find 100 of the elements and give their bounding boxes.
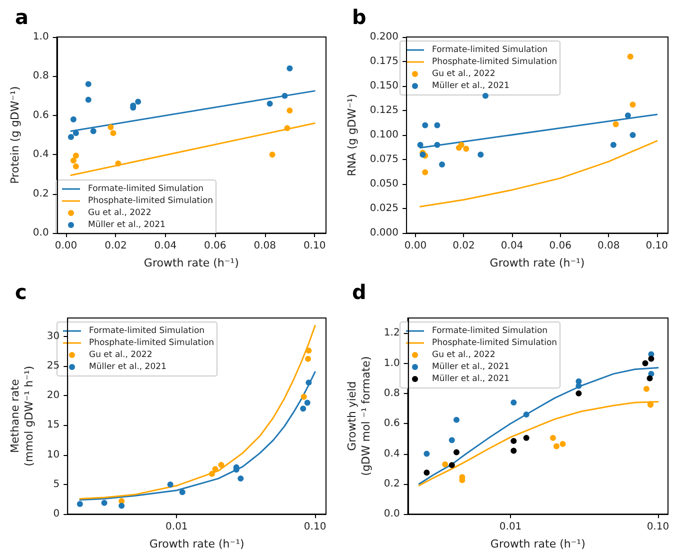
y-tick-label: 0.075 xyxy=(370,154,399,166)
y-axis-title: Growth yield (gDW mol ⁻¹ formate) xyxy=(346,356,372,476)
y-tick-label: 0.125 xyxy=(370,105,399,116)
x-axis-title: Growth rate (h⁻¹) xyxy=(490,538,586,550)
y-tick-label: 0.150 xyxy=(370,80,399,92)
legend-label: Gu et al., 2022 xyxy=(432,69,496,79)
y-tick-label: 1.0 xyxy=(384,358,400,369)
y-tick-label: 0.4 xyxy=(32,149,49,160)
point xyxy=(115,160,122,166)
point xyxy=(90,128,96,134)
point xyxy=(85,96,92,103)
y-tick-label: 0.0 xyxy=(384,508,400,520)
legend-label: Phosphate-limited Simulation xyxy=(432,338,558,348)
point xyxy=(72,130,79,136)
point xyxy=(72,163,79,170)
point xyxy=(286,108,293,114)
x-axis-title: Growth rate (h⁻¹) xyxy=(144,256,239,270)
y-axis-title: Methane rate (mmol gDW⁻¹ h⁻¹) xyxy=(8,366,36,466)
legend-label: Formate-limited Simulation xyxy=(432,45,548,55)
x-tick-label: 0.08 xyxy=(597,240,620,252)
point xyxy=(482,92,488,99)
point xyxy=(70,116,76,122)
point xyxy=(458,142,464,148)
y-tick-label: 20 xyxy=(46,390,60,402)
y-tick-label: 0 xyxy=(53,508,60,520)
y-tick-label: 0.8 xyxy=(32,70,49,82)
legend-label: Gu et al., 2022 xyxy=(89,350,152,360)
y-tick-label: 0.025 xyxy=(370,203,399,214)
x-tick-label: 0.04 xyxy=(154,240,177,252)
y-tick-label: 0.6 xyxy=(384,418,400,430)
point xyxy=(108,124,114,130)
point xyxy=(422,122,428,128)
y-tick-label: 0.8 xyxy=(384,388,400,399)
x-tick-label: 0.02 xyxy=(452,240,475,252)
point xyxy=(463,146,470,152)
x-tick-label: 0.06 xyxy=(204,240,226,252)
x-tick-label: 0.01 xyxy=(166,522,188,533)
chart-title: d xyxy=(352,280,366,304)
legend-label: Gu et al., 2022 xyxy=(432,350,496,360)
point xyxy=(422,169,428,176)
point xyxy=(269,152,276,158)
chart-title: b xyxy=(352,5,366,29)
point xyxy=(610,142,616,148)
y-tick-label: 1.0 xyxy=(32,32,49,42)
legend-label: Müller et al., 2021 xyxy=(88,220,166,230)
x-axis-title: Growth rate (h⁻¹) xyxy=(490,256,585,270)
y-tick-label: 0.200 xyxy=(370,32,399,42)
x-tick-label: 0.00 xyxy=(54,240,78,252)
x-tick-label: 0.06 xyxy=(549,240,572,252)
y-tick-label: 30 xyxy=(46,330,60,342)
y-tick-label: 0.000 xyxy=(370,228,399,239)
point xyxy=(110,130,116,136)
legend-label: Gu et al., 2022 xyxy=(88,208,152,218)
y-tick-label: 0.4 xyxy=(384,448,400,460)
x-axis-title: Growth rate (h⁻¹) xyxy=(149,538,244,550)
legend-label: Müller et al., 2021 xyxy=(89,362,166,372)
x-tick-label: 0.01 xyxy=(499,522,522,533)
point xyxy=(284,125,290,132)
chart-title: c xyxy=(15,280,27,304)
y-tick-label: 1.2 xyxy=(384,328,400,339)
legend-label: Phosphate-limited Simulation xyxy=(89,338,214,348)
point xyxy=(282,92,288,99)
legend-label: Müller et al., 2021 xyxy=(432,362,510,372)
legend-label: Müller et al., 2021 xyxy=(432,81,510,91)
y-tick-label: 5 xyxy=(53,478,60,490)
legend-label: Phosphate-limited Simulation xyxy=(432,57,558,67)
y-tick-label: 25 xyxy=(46,360,60,372)
y-tick-label: 0.100 xyxy=(370,130,399,141)
point xyxy=(85,81,92,88)
point xyxy=(266,100,273,107)
point xyxy=(135,98,142,105)
point xyxy=(627,54,634,60)
x-tick-label: 0.10 xyxy=(646,240,668,252)
point xyxy=(417,142,424,148)
point xyxy=(478,152,484,158)
point xyxy=(439,161,446,168)
y-tick-label: 0.6 xyxy=(32,110,49,121)
point xyxy=(434,122,440,128)
point xyxy=(434,142,440,148)
y-axis-title: Protein (g gDW⁻¹) xyxy=(8,86,22,184)
y-tick-label: 0.0 xyxy=(32,228,49,239)
point xyxy=(70,158,76,164)
y-axis-title: RNA (g gDW⁻¹) xyxy=(346,94,358,176)
point xyxy=(630,102,636,108)
y-tick-label: 0.2 xyxy=(384,478,400,490)
x-tick-label: 0.08 xyxy=(254,240,276,252)
point xyxy=(612,121,619,128)
chart-title: a xyxy=(15,5,28,29)
point xyxy=(630,132,636,138)
point xyxy=(286,65,293,72)
x-tick-label: 0.04 xyxy=(500,240,524,252)
legend-label: Phosphate-limited Simulation xyxy=(88,196,214,206)
x-tick-label: 0.00 xyxy=(404,240,427,252)
legend-label: Müller et al., 2021 xyxy=(432,374,510,384)
point xyxy=(624,112,631,118)
line-series xyxy=(420,140,658,208)
x-tick-label: 0.10 xyxy=(646,522,670,533)
x-tick-label: 0.10 xyxy=(304,522,326,533)
legend-label: Formate-limited Simulation xyxy=(432,326,548,336)
point xyxy=(68,134,74,140)
